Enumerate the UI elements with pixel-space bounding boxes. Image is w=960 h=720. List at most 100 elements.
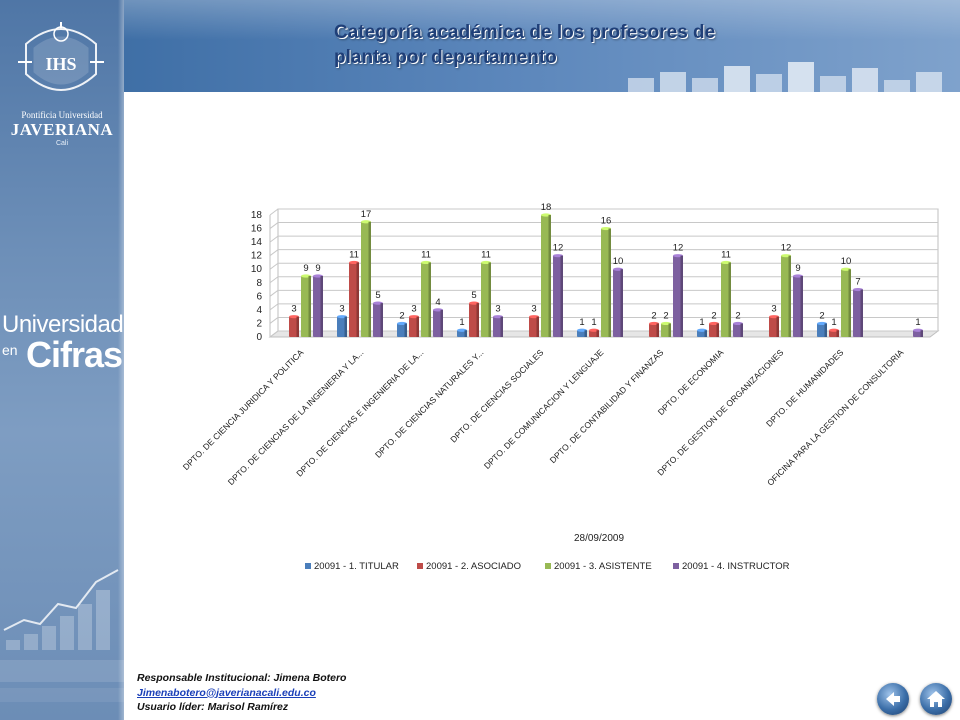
chart-bar-shade [824, 323, 827, 337]
chart-x-tick: DPTO. DE COMUNICACION Y LENGUAJE [482, 347, 606, 471]
chart-gridline-side [269, 276, 279, 284]
chart-bar-shade [860, 289, 863, 337]
cifras-text: Cifras [26, 334, 123, 375]
footer-email-link[interactable]: Jimenabotero@javerianacali.edu.co [137, 686, 316, 699]
header-blocks-graphic [628, 62, 942, 92]
chart-bar-shade [320, 276, 323, 337]
brand-line-3: Cali [55, 140, 69, 147]
chart-bar-shade [608, 228, 611, 337]
chart-bar-shade [668, 323, 671, 337]
chart-bar-shade [740, 323, 743, 337]
chart-bar-shade [788, 255, 791, 337]
chart-legend-swatch [673, 563, 679, 569]
chart-gridline-side [269, 330, 279, 338]
chart-bar-shade [776, 316, 779, 337]
chart-bar-shade [800, 276, 803, 337]
chart-bar-shade [368, 221, 371, 337]
chart-gridline-side [269, 262, 279, 270]
chart-bar-shade [536, 316, 539, 337]
universidad-text: Universidad [2, 311, 124, 338]
chart-legend-label: 20091 - 2. ASOCIADO [426, 561, 521, 572]
chart-data-label: 2 [651, 310, 656, 321]
chart-bar-shade [620, 269, 623, 337]
page-title: Categoría académica de los profesores de… [334, 20, 715, 70]
chart-data-label: 11 [349, 249, 359, 260]
chart-legend: 20091 - 1. TITULAR 20091 - 2. ASOCIADO 200… [305, 561, 790, 572]
chart-bar-shade [920, 330, 923, 337]
chart-y-tick: 16 [251, 224, 263, 235]
chart-bar-shade [584, 330, 587, 337]
chart-x-tick: DPTO. DE ECONOMIA [656, 347, 726, 417]
chart-x-tick: DPTO. DE CIENCIAS DE LA INGENIERIA Y LA.… [226, 347, 366, 487]
chart-data-label: 3 [411, 304, 416, 315]
header-banner [124, 0, 960, 92]
back-button[interactable] [877, 683, 909, 715]
growth-graphic-icon [0, 569, 124, 702]
chart-legend-label: 20091 - 3. ASISTENTE [554, 561, 652, 572]
chart-bar-shade [656, 323, 659, 337]
chart-data-label: 1 [915, 317, 920, 328]
chart-x-tick: DPTO. DE CIENCIA JURIDICA Y POLITICA [181, 347, 306, 472]
chart-gridline-side [269, 289, 279, 297]
chart-gridline-side [269, 303, 279, 311]
chart-data-label: 12 [553, 243, 564, 254]
chart-y-tick: 14 [251, 237, 263, 248]
footer-usuario: Usuario líder: Marisol Ramírez [137, 701, 289, 713]
chart-x-tick: DPTO. DE CIENCIAS E INGENIERIA DE LA... [294, 347, 425, 478]
chart-data-label: 3 [339, 304, 344, 315]
chart-legend-swatch [545, 563, 551, 569]
sidebar: IHS Pontificia Universidad JAVERIANA Cal… [0, 0, 124, 720]
chart-bar-shade [704, 330, 707, 337]
home-button[interactable] [920, 683, 952, 715]
chart-data-label: 4 [435, 297, 440, 308]
chart-bar-shade [848, 269, 851, 337]
chart-bar-shade [356, 262, 359, 337]
chart-data-label: 10 [613, 256, 624, 267]
chart-bar-shade [596, 330, 599, 337]
chart-gridline-side [269, 317, 279, 324]
chart-y-tick: 0 [256, 332, 262, 343]
chart-data-label: 9 [303, 263, 308, 274]
chart-legend-swatch [305, 563, 311, 569]
chart-data-label: 2 [711, 310, 716, 321]
chart-bar-shade [428, 262, 431, 337]
chart-data-label: 2 [819, 310, 824, 321]
chart-legend-label: 20091 - 1. TITULAR [314, 561, 399, 572]
chart-data-label: 2 [663, 310, 668, 321]
chart-bar-shade [440, 309, 443, 337]
chart-data-label: 5 [471, 290, 476, 301]
chart-data-label: 5 [375, 290, 380, 301]
chart-x-tick: OFICINA PARA LA GESTION DE CONSULTORIA [765, 347, 906, 488]
chart-data-label: 10 [841, 256, 852, 267]
chart-bar-shade [500, 316, 503, 337]
chart-bar-shade [308, 276, 311, 337]
chart-bar-shade [380, 303, 383, 337]
chart-legend-label: 20091 - 4. INSTRUCTOR [682, 561, 790, 572]
chart-x-axis-label: 28/09/2009 [574, 533, 624, 544]
home-icon [927, 691, 945, 707]
chart-data-label: 9 [795, 263, 800, 274]
footer-credits: Responsable Institucional: Jimena Botero… [137, 671, 346, 715]
chart-legend-swatch [417, 563, 423, 569]
chart-data-label: 1 [459, 317, 464, 328]
chart-data-label: 3 [495, 304, 500, 315]
chart-bar-shade [488, 262, 491, 337]
chart-x-tick: DPTO. DE GESTION DE ORGANIZACIONES [655, 347, 785, 477]
chart-data-label: 1 [831, 317, 836, 328]
sidebar-edge [118, 0, 124, 720]
chart-data-label: 3 [531, 304, 536, 315]
chart-bar-shade [464, 330, 467, 337]
chart-data-label: 1 [579, 317, 584, 328]
chart-gridline-side [269, 249, 279, 257]
chart-y-tick: 10 [251, 264, 263, 275]
chart-data-label: 18 [541, 202, 552, 213]
chart-data-label: 2 [399, 310, 404, 321]
chart-y-tick: 8 [256, 278, 262, 289]
chart-y-tick: 6 [256, 291, 262, 302]
brand-line-1: Pontificia Universidad [21, 110, 103, 120]
chart-data-label: 12 [781, 243, 792, 254]
chart-data-label: 17 [361, 209, 372, 220]
chart-bar-shade [716, 323, 719, 337]
chart-bar-shade [548, 215, 551, 337]
